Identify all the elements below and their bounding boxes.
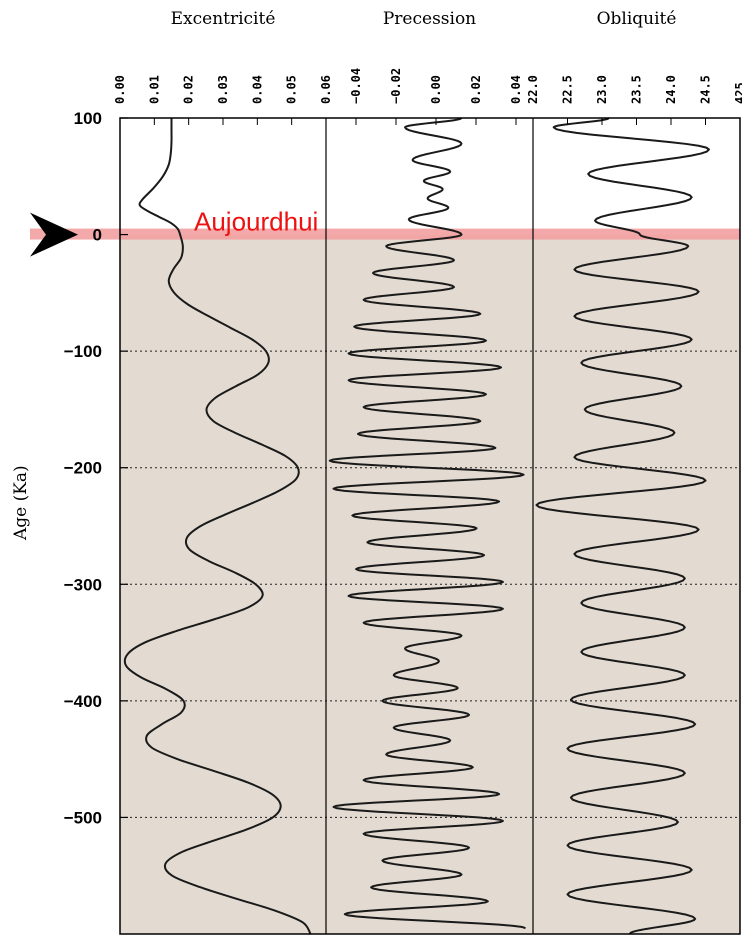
- today-label: Aujourdhui: [194, 207, 318, 237]
- obliquite-x-tick-label: 425: [733, 82, 742, 104]
- y-tick-label: −400: [64, 692, 102, 711]
- panel-title-obliquite: Obliquité: [597, 9, 677, 29]
- excentricite-x-tick-label: 0.03: [216, 75, 230, 104]
- obliquite-x-tick-label: 22.5: [561, 75, 575, 104]
- obliquite-x-tick-label: 23.0: [595, 75, 609, 104]
- frame-layer: [119, 117, 741, 935]
- y-tick-label: 0: [93, 226, 102, 245]
- obliquite-series-line: [535, 117, 710, 935]
- excentricite-series-line: [123, 118, 312, 935]
- y-tick-label: −100: [64, 342, 102, 361]
- excentricite-x-tick-label: 0.04: [250, 75, 264, 104]
- precession-x-tick-label: −0.04: [349, 68, 363, 104]
- precession-x-tick-label: 0.02: [469, 75, 483, 104]
- precession-x-tick-label: 0.04: [509, 75, 523, 104]
- tick-layer: 0.00 0.01 0.02 0.03 0.04 0.05 0.06 −0.04 −0.02 0.…: [64, 68, 742, 828]
- excentricite-x-tick-label: 0.02: [182, 75, 196, 104]
- obliquite-x-tick-label: 24.0: [664, 75, 678, 104]
- obliquite-x-tick-label: 22.0: [526, 75, 540, 104]
- excentricite-x-tick-label: 0.00: [113, 75, 127, 104]
- obliquite-x-tick-label: 23.5: [630, 75, 644, 104]
- series-layer: [123, 117, 710, 935]
- today-arrow-shape: [30, 212, 78, 257]
- excentricite-x-tick-label: 0.01: [147, 75, 161, 104]
- panel-titles: Excentricité Precession Obliquité: [171, 9, 677, 29]
- obliquite-x-tick-label: 24.5: [699, 75, 713, 104]
- y-tick-label: −500: [64, 808, 102, 827]
- today-band-layer: [30, 228, 740, 240]
- excentricite-x-tick-label: 0.06: [319, 75, 333, 104]
- today-band: [30, 228, 740, 240]
- precession-x-tick-label: −0.02: [389, 68, 403, 104]
- panel-title-excentricite: Excentricité: [171, 9, 276, 29]
- y-tick-label: 100: [74, 109, 102, 128]
- today-arrow: [30, 212, 78, 257]
- excentricite-x-tick-label: 0.05: [285, 75, 299, 104]
- precession-x-tick-label: 0.00: [429, 75, 443, 104]
- y-axis-label: Age (Ka): [11, 465, 31, 541]
- precession-series-line: [328, 117, 526, 930]
- y-tick-label: −200: [64, 459, 102, 478]
- panel-title-precession: Precession: [383, 9, 476, 29]
- plot-frame: [119, 117, 741, 935]
- y-tick-label: −300: [64, 575, 102, 594]
